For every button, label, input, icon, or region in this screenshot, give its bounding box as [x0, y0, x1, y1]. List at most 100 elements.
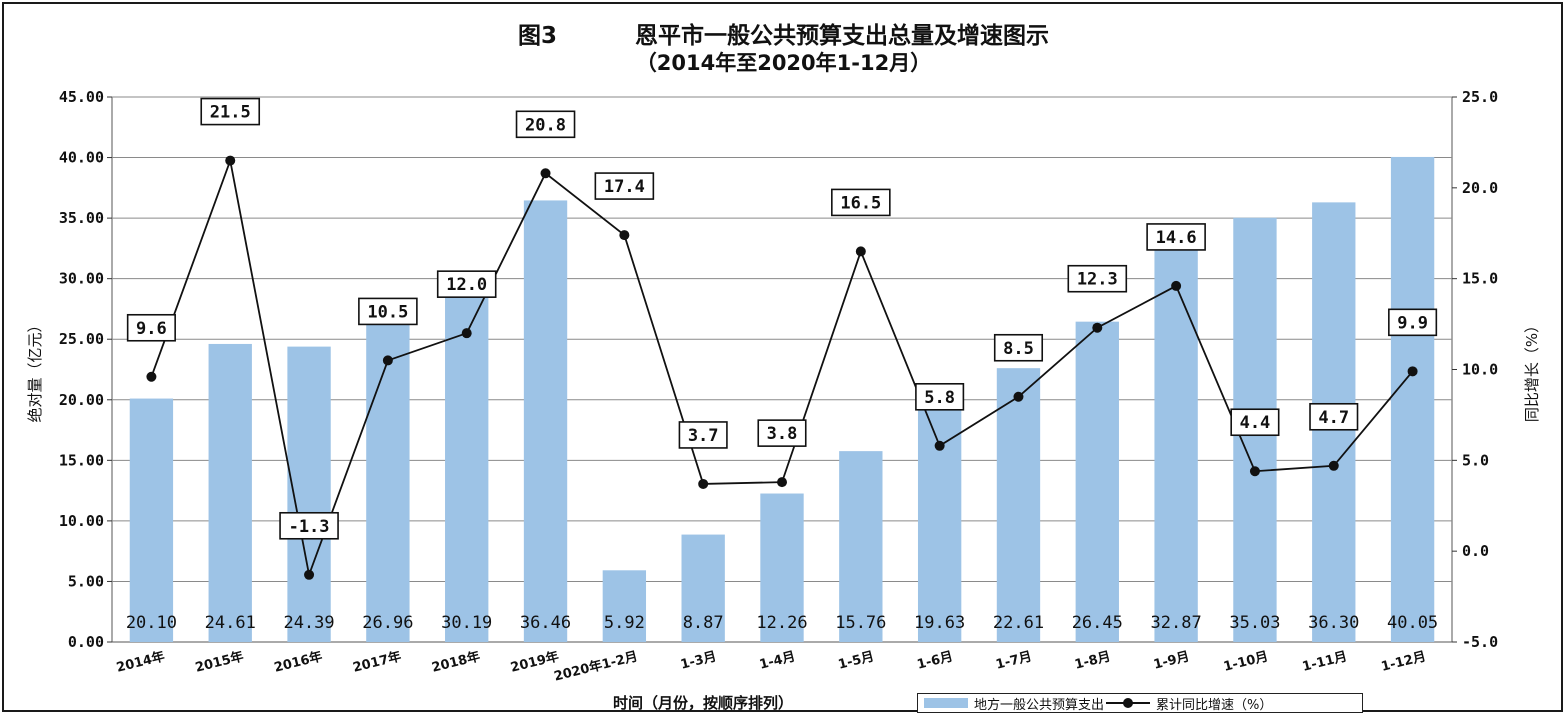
legend-line-swatch [1106, 698, 1151, 708]
bar-value-label: 36.46 [520, 613, 571, 633]
point-value-label: 20.8 [525, 115, 566, 135]
bar [366, 315, 410, 642]
point-value-label: 4.4 [1240, 413, 1271, 433]
x-tick-label: 2016年 [272, 648, 324, 675]
y2-tick-label: 15.0 [1462, 270, 1498, 288]
bar-value-label: 24.39 [283, 613, 334, 633]
x-tick-label: 2015年 [194, 648, 246, 675]
point-label-box [279, 511, 339, 540]
y-tick-label: 30.00 [59, 270, 104, 288]
bar-value-label: 30.19 [441, 613, 492, 633]
bar-value-label: 26.96 [362, 613, 413, 633]
bar [681, 534, 725, 642]
bar [523, 200, 568, 642]
growth-point [461, 328, 472, 339]
legend-bar-swatch [924, 698, 968, 708]
bar [839, 451, 883, 642]
point-value-label: 12.0 [446, 275, 487, 295]
point-value-label: 10.5 [367, 302, 408, 322]
chart-title: 图3 恩平市一般公共预算支出总量及增速图示 [0, 16, 1567, 50]
y2-tick-label: 0.0 [1462, 542, 1489, 560]
growth-point [225, 155, 236, 166]
x-tick-label: 2020年1-2月 [552, 648, 639, 684]
growth-point [698, 478, 709, 489]
bar [602, 570, 647, 642]
bar [129, 398, 174, 642]
point-value-label: 21.5 [210, 103, 251, 123]
bar-value-label: 15.76 [835, 613, 886, 633]
point-value-label: 5.8 [924, 388, 955, 408]
y2-tick-label: 25.0 [1462, 88, 1498, 106]
point-value-label: 16.5 [840, 193, 881, 213]
growth-point [855, 246, 866, 257]
chart-legend: 地方一般公共预算支出 累计同比增速（%） [917, 693, 1363, 713]
y2-tick-label: 20.0 [1462, 179, 1498, 197]
point-label-box [915, 382, 965, 411]
x-tick-label: 2017年 [351, 648, 403, 675]
x-tick-label: 1-9月 [1152, 649, 1191, 672]
bar [996, 368, 1041, 642]
chart-title-text: 恩平市一般公共预算支出总量及增速图示 [635, 23, 1049, 49]
growth-point [146, 371, 157, 382]
bar-value-label: 5.92 [604, 613, 645, 633]
point-value-label: 3.7 [688, 426, 719, 446]
y-tick-label: 20.00 [59, 391, 104, 409]
point-value-label: 9.6 [136, 319, 167, 339]
bar-value-label: 35.03 [1229, 613, 1280, 633]
bar [1154, 243, 1198, 642]
bar [917, 404, 962, 642]
point-value-label: -1.3 [289, 517, 330, 537]
growth-point [619, 230, 630, 241]
growth-point [1171, 280, 1182, 291]
growth-point [304, 569, 315, 580]
growth-point [934, 440, 945, 451]
x-tick-label: 1-10月 [1222, 649, 1270, 675]
point-value-label: 4.7 [1318, 408, 1349, 428]
y2-tick-label: 10.0 [1462, 361, 1498, 379]
bar-value-label: 19.63 [914, 613, 965, 633]
growth-point [1249, 466, 1260, 477]
x-tick-label: 1-7月 [994, 649, 1033, 672]
y-tick-label: 40.00 [59, 149, 104, 167]
x-tick-label: 1-4月 [758, 649, 797, 672]
y-tick-label: 35.00 [59, 209, 104, 227]
bar [760, 493, 804, 642]
bar-value-label: 24.61 [205, 613, 256, 633]
bar [1075, 321, 1119, 642]
growth-point [1407, 366, 1418, 377]
growth-point [540, 168, 551, 179]
growth-point [1328, 460, 1339, 471]
point-value-label: 9.9 [1397, 313, 1428, 333]
x-tick-label: 2018年 [430, 648, 482, 675]
point-label-box [1309, 402, 1359, 431]
bar-value-label: 40.05 [1387, 613, 1438, 633]
legend-bar-label: 地方一般公共预算支出 [974, 697, 1105, 713]
bar-value-label: 32.87 [1151, 613, 1202, 633]
x-tick-label: 1-12月 [1380, 649, 1428, 675]
point-value-label: 12.3 [1077, 270, 1118, 290]
y-tick-label: 5.00 [68, 572, 104, 590]
y-axis-title: 绝对量（亿元） [26, 317, 44, 422]
legend-line-label: 累计同比增速（%） [1156, 697, 1273, 713]
point-label-box [1230, 408, 1280, 437]
bar-value-label: 26.45 [1072, 613, 1123, 633]
point-label-box [358, 297, 418, 326]
y-tick-label: 0.00 [68, 633, 104, 651]
point-value-label: 3.8 [767, 424, 798, 444]
bar [208, 343, 252, 642]
point-label-box [126, 313, 176, 342]
bar [1390, 156, 1435, 642]
point-value-label: 14.6 [1156, 228, 1197, 248]
y-tick-label: 15.00 [59, 451, 104, 469]
growth-point [1092, 322, 1103, 333]
point-label-box [1388, 308, 1438, 337]
point-label-box [831, 188, 891, 217]
y-tick-label: 25.00 [59, 330, 104, 348]
point-label-box [678, 421, 728, 449]
point-label-box [757, 419, 807, 447]
x-tick-label: 1-3月 [679, 649, 718, 672]
point-label-box [515, 110, 576, 139]
x-tick-label: 1-11月 [1301, 649, 1349, 675]
x-axis-title: 时间（月份，按顺序排列） [613, 694, 794, 712]
